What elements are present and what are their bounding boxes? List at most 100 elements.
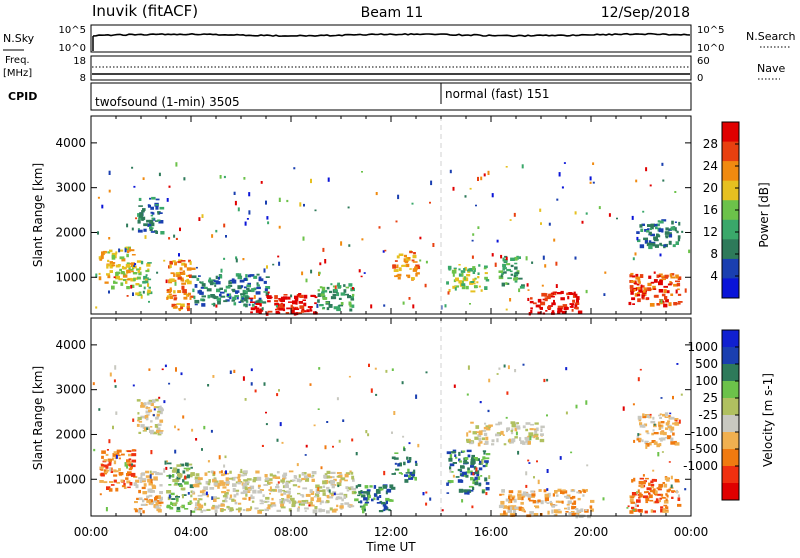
data-cell [342,419,345,422]
velocity-data-layer [92,363,687,519]
data-cell [229,494,233,498]
data-cell [312,474,315,477]
data-cell [189,484,194,489]
data-cell [332,285,335,288]
data-cell [328,489,331,493]
data-cell [168,484,172,486]
data-cell [474,277,477,280]
data-cell [298,301,303,304]
data-cell [313,295,316,298]
data-cell [213,296,219,300]
data-cell [469,281,474,285]
data-cell [651,478,656,481]
data-cell [133,482,138,486]
data-cell [156,429,161,433]
data-cell [263,291,269,293]
data-cell [232,290,236,293]
data-cell [479,460,483,464]
data-cell [232,296,237,300]
data-cell [235,256,238,260]
data-cell [326,500,330,503]
data-cell [159,472,163,476]
data-cell [179,463,185,467]
data-cell [664,416,669,418]
data-cell [541,284,544,287]
data-cell [198,275,201,277]
data-cell [658,483,664,487]
data-cell [278,225,281,229]
data-cell [147,478,152,483]
data-cell [112,425,114,430]
data-cell [244,295,249,298]
velocity-x-ticks [90,318,692,516]
data-cell [177,276,182,280]
data-cell [134,263,137,265]
data-cell [109,481,114,483]
data-cell [109,372,112,377]
data-cell [644,440,649,443]
data-cell [485,279,490,282]
data-cell [395,220,398,223]
data-cell [663,483,668,488]
data-cell [643,495,648,499]
data-cell [501,493,505,496]
data-cell [331,509,337,513]
data-cell [496,239,499,243]
data-cell [506,263,511,266]
data-cell [663,500,669,504]
data-cell [157,219,161,222]
data-cell [109,249,113,253]
data-cell [565,496,570,499]
data-cell [201,214,204,218]
data-cell [468,439,471,442]
data-cell [172,294,177,297]
data-cell [308,504,311,507]
data-cell [159,405,162,408]
data-cell [652,416,655,420]
data-cell [478,467,483,471]
data-cell [260,181,263,184]
data-cell [294,298,299,302]
data-cell [115,454,118,459]
data-cell [482,456,486,460]
data-cell [412,254,417,259]
data-cell [577,310,583,315]
data-cell [221,491,226,494]
data-cell [174,425,176,429]
data-cell [226,505,230,509]
data-cell [574,256,577,260]
data-cell [173,305,178,309]
data-cell [533,513,539,516]
data-cell [650,509,654,513]
data-cell [166,460,168,463]
data-cell [405,472,411,474]
data-cell [293,167,296,170]
data-cell [148,399,153,403]
data-cell [547,307,551,310]
data-cell [200,281,204,284]
data-cell [677,276,682,280]
data-cell [280,503,285,507]
data-cell [517,450,520,455]
data-cell [449,466,452,470]
data-cell [674,442,680,446]
data-cell [277,489,282,493]
data-cell [135,479,140,483]
data-cell [430,180,433,186]
data-cell [502,434,505,436]
data-cell [172,469,175,473]
data-cell [267,481,271,485]
data-cell [169,260,173,265]
data-cell [392,264,396,267]
data-cell [104,281,109,284]
data-cell [637,415,642,420]
data-cell [181,504,185,509]
data-cell [650,233,655,237]
data-cell [228,477,234,480]
data-cell [576,296,580,300]
data-cell [381,501,386,505]
data-cell [183,177,186,181]
data-cell [336,504,339,508]
data-cell [659,497,662,500]
